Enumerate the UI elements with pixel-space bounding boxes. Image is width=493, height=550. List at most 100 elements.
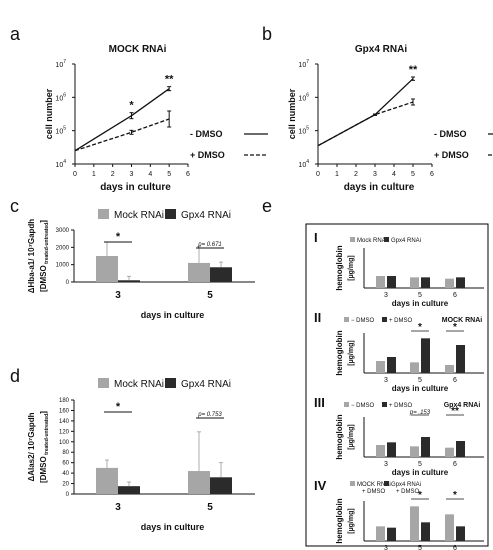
y-axis-label2-d: [DMSO treated-untreated] (39, 411, 50, 483)
y-tick-label-d: 140 (59, 419, 70, 425)
x-tick-label-c: 3 (115, 290, 121, 301)
legend-swatch-c-0 (98, 209, 109, 219)
chart-title-a: MOCK RNAi (109, 44, 167, 55)
y-tick-label-d: 120 (59, 429, 70, 435)
significance-e-III: ** (451, 406, 459, 417)
legend-swatch-e-II-1 (382, 317, 387, 322)
x-tick-label-c: 5 (207, 290, 213, 301)
bar-d-0-0 (96, 467, 118, 494)
y-tick-label-c: 0 (66, 280, 70, 286)
y-tick-label-b: 104 (298, 159, 309, 169)
x-tick-label-a: 0 (73, 171, 77, 178)
x-tick-label-e-IV: 6 (453, 545, 457, 550)
significance-e-II: * (418, 322, 422, 333)
x-axis-label-e-II: days in culture (392, 384, 449, 393)
subpanel-label-III: III (314, 395, 325, 410)
panel-letter-d: d (10, 366, 20, 386)
bar-e-I-1-0 (387, 276, 396, 288)
series-line-a-1 (74, 118, 170, 152)
subpanel-label-II: II (314, 310, 321, 325)
y-tick-label-c: 2000 (56, 245, 70, 251)
x-tick-label-a: 6 (186, 171, 190, 178)
bar-e-III-0-1 (410, 446, 419, 457)
x-axis-label-c: days in culture (141, 310, 205, 320)
bar-d-1-0 (118, 486, 140, 494)
x-axis-label-e-III: days in culture (392, 468, 449, 477)
x-axis-label-b: days in culture (344, 182, 415, 193)
y-tick-label-a: 105 (55, 126, 66, 136)
legend-label-d-1: Gpx4 RNAi (181, 379, 231, 390)
legend-swatch-e-II-0 (344, 317, 349, 322)
y-axis-label2-sub: treated-untreated (44, 414, 50, 457)
bar-e-I-1-2 (456, 277, 465, 288)
y-tick-label-b: 107 (298, 59, 309, 69)
y-tick-label-c: 1000 (56, 263, 70, 269)
x-tick-label-e-I: 5 (418, 292, 422, 299)
legend-label-b-1: + DMSO (434, 150, 469, 160)
bar-e-IV-1-1 (421, 522, 430, 541)
x-tick-label-b: 4 (392, 171, 396, 178)
bar-d-1-1 (210, 477, 232, 494)
x-tick-label-e-II: 3 (384, 377, 388, 384)
legend-swatch-d-1 (165, 378, 176, 388)
bar-e-IV-0-0 (376, 526, 385, 541)
legend-swatch-e-I-1 (384, 237, 389, 242)
x-tick-label-d: 3 (115, 502, 121, 513)
y-axis-label-e-IV: hemoglobin (335, 498, 344, 543)
significance-c: * (116, 231, 121, 243)
y-tick-label-d: 40 (62, 471, 69, 477)
bar-e-II-0-1 (410, 362, 419, 373)
bar-e-I-0-0 (376, 276, 385, 288)
significance-d: * (116, 401, 121, 413)
bar-c-1-0 (118, 280, 140, 282)
x-tick-label-e-III: 5 (418, 461, 422, 468)
y-tick-label-a: 104 (55, 159, 66, 169)
x-tick-label-b: 1 (335, 171, 339, 178)
y-tick-exponent: 4 (306, 159, 309, 165)
legend-label-d-0: Mock RNAi (114, 379, 164, 390)
legend-label-a-0: - DMSO (190, 129, 223, 139)
y-tick-label-d: 180 (59, 398, 70, 404)
y-axis-label2-e-IV: [µg/mg] (348, 508, 355, 533)
x-tick-label-b: 0 (316, 171, 320, 178)
panel-letter-b: b (262, 24, 272, 44)
bar-c-0-1 (188, 262, 210, 282)
bar-e-II-1-0 (387, 357, 396, 373)
subpanel-tag-III: Gpx4 RNAi (444, 402, 481, 409)
legend-swatch-e-IV-1 (384, 481, 389, 486)
bar-e-III-1-2 (456, 441, 465, 457)
y-tick-label-c: 3000 (56, 228, 70, 234)
significance-a: ** (165, 74, 174, 86)
x-tick-label-a: 4 (148, 171, 152, 178)
legend-label-e-IV-0: MOCK RNAi (357, 482, 391, 488)
significance-c: p= 0.671 (197, 242, 222, 248)
bar-e-II-1-2 (456, 345, 465, 373)
significance-e-IV: * (453, 490, 457, 501)
x-axis-label-d: days in culture (141, 522, 205, 532)
bar-e-III-1-0 (387, 442, 396, 457)
y-tick-label-d: 80 (62, 450, 69, 456)
x-tick-label-e-I: 6 (453, 292, 457, 299)
x-tick-label-e-II: 5 (418, 377, 422, 384)
legend-label-c-0: Mock RNAi (114, 210, 164, 221)
y-axis-label2-c: [DMSO treated-untreated] (39, 220, 50, 292)
x-tick-label-e-III: 3 (384, 461, 388, 468)
x-tick-label-b: 3 (373, 171, 377, 178)
legend-label-e-II-0: − DMSO (351, 318, 375, 324)
y-tick-label-a: 107 (55, 59, 66, 69)
y-axis-label2-end: ] (39, 220, 48, 223)
legend-swatch-c-1 (165, 209, 176, 219)
y-tick-exponent: 7 (63, 59, 66, 65)
x-tick-label-b: 5 (411, 171, 415, 178)
legend-swatch-e-I-0 (350, 237, 355, 242)
bar-e-II-0-0 (376, 361, 385, 373)
y-axis-label-e-II: hemoglobin (335, 330, 344, 375)
significance-e-III: p= .153 (409, 410, 431, 416)
bar-d-0-1 (188, 471, 210, 494)
legend-label-e-III-0: − DMSO (351, 403, 375, 409)
legend-swatch-e-III-1 (382, 402, 387, 407)
y-axis-label2-end: ] (39, 411, 48, 414)
y-tick-label-a: 106 (55, 92, 66, 102)
legend-label-e-IV-1: Gpx4 RNAi (391, 482, 421, 488)
x-tick-label-a: 3 (130, 171, 134, 178)
